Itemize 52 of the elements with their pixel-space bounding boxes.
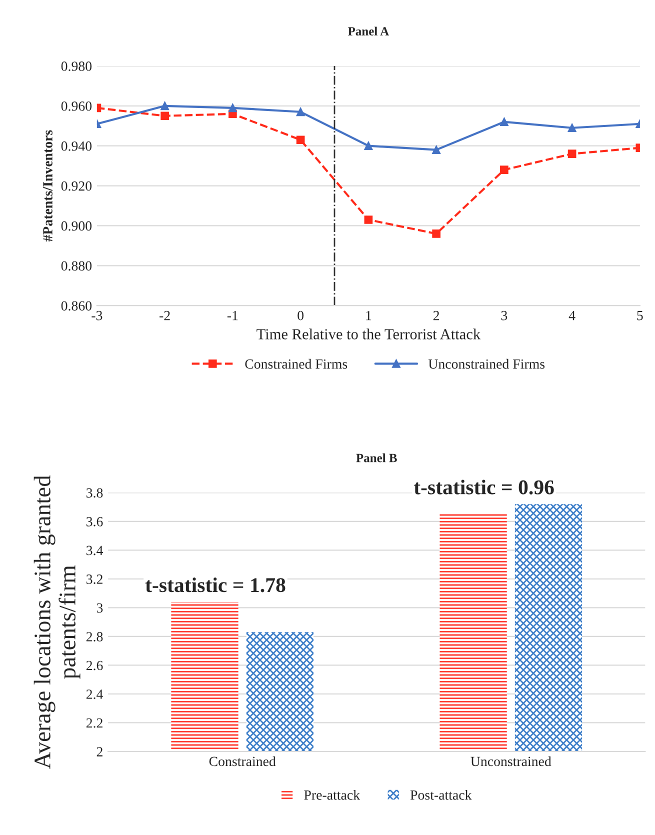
chart-title: Panel A	[348, 26, 390, 36]
point	[568, 124, 576, 132]
x-tick-label: 5	[637, 311, 643, 320]
y-axis-title: #Patents/Inventors	[43, 130, 52, 242]
y-tick-label: 0.880	[61, 261, 92, 271]
legend-label: Unconstrained Firms	[428, 358, 545, 369]
point	[568, 150, 576, 158]
point	[160, 112, 169, 120]
point	[228, 104, 237, 112]
y-tick-label: 2.4	[86, 690, 103, 699]
legend-label: Pre-attack	[304, 790, 360, 800]
x-tick-label: -1	[227, 310, 238, 320]
point	[500, 118, 508, 126]
y-tick-label: 0.900	[61, 221, 92, 231]
y-tick-label: 0.940	[61, 141, 92, 151]
y-tick-label: 0.980	[61, 62, 92, 71]
annotation: t-statistic = 0.96	[414, 480, 554, 494]
point	[364, 142, 373, 150]
y-tick-label: 3.2	[86, 574, 102, 584]
y-tick-label: 2	[96, 747, 102, 756]
annotation: t-statistic = 1.78	[145, 577, 286, 592]
point	[364, 216, 373, 224]
y-tick-label: 3.6	[86, 517, 103, 526]
y-tick-label: 3.4	[86, 546, 103, 556]
y-tick-label: 2.6	[86, 660, 103, 670]
point	[500, 166, 508, 174]
legend-label: Post-attack	[410, 790, 472, 800]
x-tick-label: Constrained	[209, 756, 276, 766]
x-tick-label: -2	[160, 310, 170, 320]
y-tick-label: 2.2	[86, 718, 102, 728]
y-tick-label: 2.8	[86, 632, 103, 642]
y-tick-label: 0.860	[61, 301, 92, 311]
y-tick-label: 3.8	[86, 488, 103, 498]
x-axis-title: Time Relative to the Terrorist Attack	[256, 328, 481, 340]
legend-label: Constrained Firms	[245, 358, 348, 369]
x-tick-label: 2	[433, 310, 440, 320]
y-axis-title: Average locations with granted patents/firm	[34, 475, 80, 769]
y-tick-label: 0.920	[61, 181, 92, 191]
y-tick-label: 3	[96, 603, 103, 613]
point	[432, 230, 440, 238]
point	[160, 102, 169, 110]
chart-title: Panel B	[356, 453, 397, 462]
x-tick-label: Unconstrained	[470, 756, 552, 766]
x-tick-label: -3	[92, 310, 102, 320]
x-tick-label: 4	[568, 310, 576, 320]
y-tick-label: 0.960	[61, 101, 92, 111]
x-tick-label: 1	[366, 310, 372, 320]
point	[296, 136, 305, 144]
x-tick-label: 0	[298, 310, 304, 320]
x-tick-label: 3	[501, 310, 508, 320]
point	[432, 146, 440, 154]
point	[296, 108, 305, 116]
